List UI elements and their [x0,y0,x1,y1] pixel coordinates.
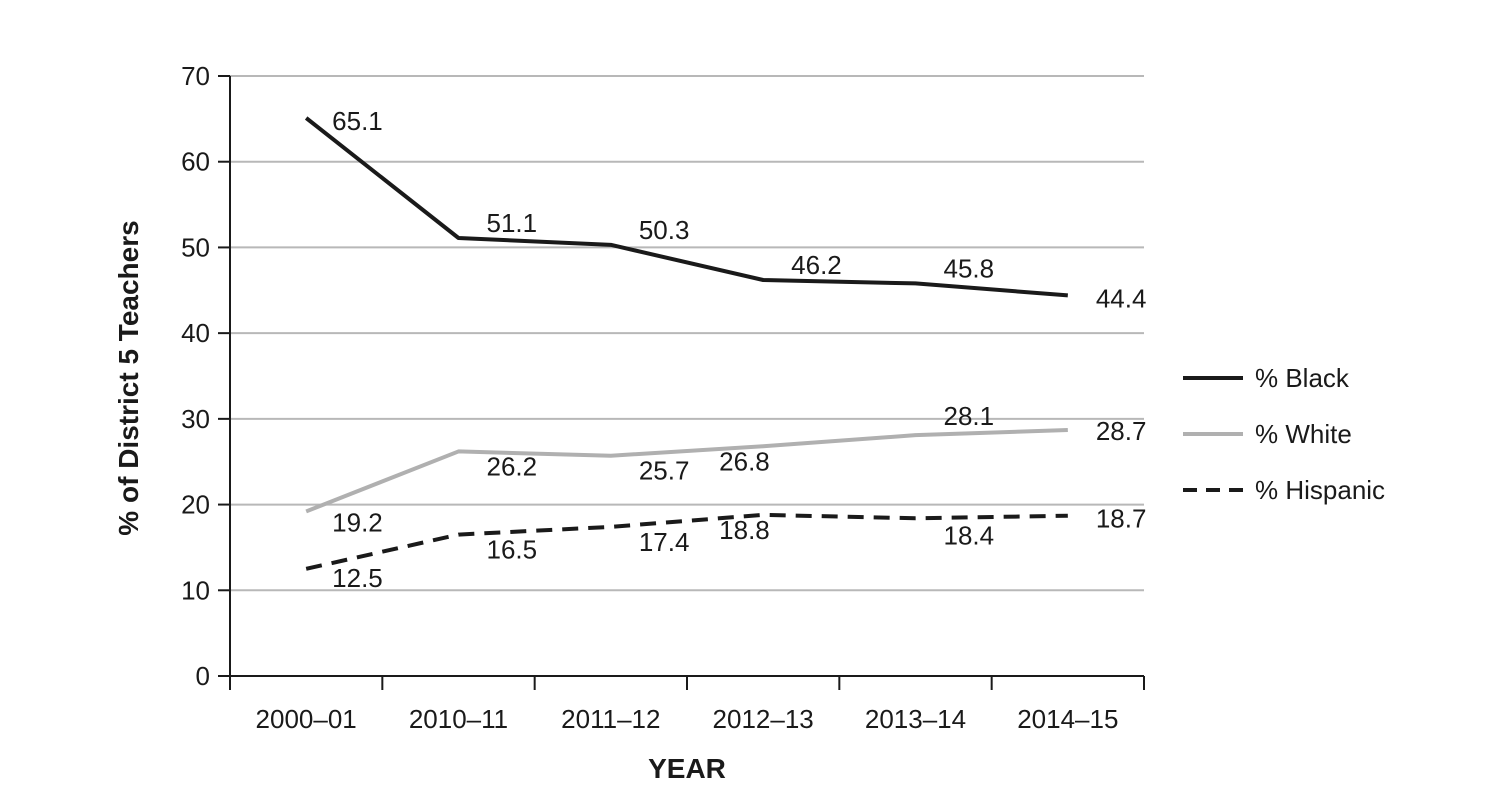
data-label: 51.1 [487,208,538,238]
data-label: 18.4 [944,520,995,550]
series-lines [304,116,1068,571]
data-label: 50.3 [639,215,690,245]
x-tick-label: 2013–14 [865,704,966,734]
gridlines [230,75,1144,592]
y-tick-label: 30 [181,404,210,434]
x-tick-label: 2011–12 [561,704,660,734]
data-label: 12.5 [332,563,383,593]
x-tick-label: 2012–13 [713,704,814,734]
axes: 0 10 20 30 40 50 60 70 2000–01 2010–11 2011–12 2012… [181,61,1145,734]
x-tick-label: 2010–11 [409,704,508,734]
series-line [305,512,1068,571]
data-label: 28.7 [1096,416,1147,446]
series-line [304,116,1068,298]
data-label: 44.4 [1096,283,1147,313]
y-tick-label: 50 [181,232,210,262]
x-axis-title: YEAR [648,753,726,784]
x-tick-label: 2014–15 [1017,704,1118,734]
data-labels: 65.1 51.1 50.3 46.2 45.8 44.4 19.2 26.2 25.7 26.8… [332,106,1146,593]
legend-label: % Hispanic [1255,475,1385,505]
y-tick-label: 60 [181,147,210,177]
legend: % Black % White % Hispanic [1183,363,1385,505]
data-label: 25.7 [639,456,690,486]
x-tick-label: 2000–01 [256,704,357,734]
data-label: 28.1 [944,401,995,431]
y-tick-label: 70 [181,61,210,91]
data-label: 19.2 [332,507,383,537]
data-label: 46.2 [791,250,842,280]
legend-label: % White [1255,419,1352,449]
data-label: 26.2 [487,451,538,481]
y-tick-label: 20 [181,490,210,520]
data-label: 16.5 [487,535,538,565]
y-tick-label: 0 [196,661,210,691]
data-label: 65.1 [332,106,383,136]
data-label: 17.4 [639,527,690,557]
y-axis-title: % of District 5 Teachers [113,220,144,535]
data-label: 45.8 [944,253,995,283]
y-tick-label: 40 [181,318,210,348]
series-line [305,428,1068,514]
data-label: 18.7 [1096,504,1147,534]
y-tick-label: 10 [181,575,210,605]
legend-label: % Black [1255,363,1350,393]
data-label: 18.8 [719,515,770,545]
data-label: 26.8 [719,446,770,476]
